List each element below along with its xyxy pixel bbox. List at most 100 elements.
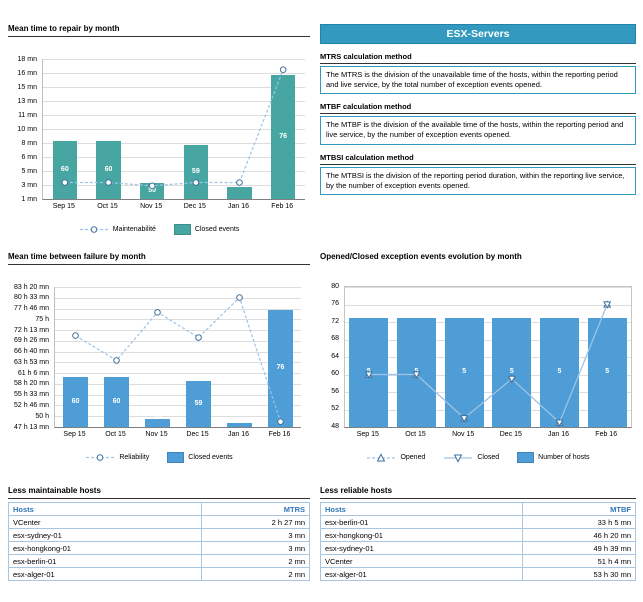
- hosts-mtbf-table: Hosts MTBF esx-berlin-01 33 h 5 mn esx-hon…: [320, 502, 637, 581]
- closed-events-swatch-icon: [167, 452, 185, 463]
- gridline: [345, 304, 631, 306]
- bar: [63, 376, 88, 427]
- bar-value-label: 59: [191, 168, 200, 176]
- y-tick-label: 80: [331, 282, 339, 290]
- legend-label: Closed: [477, 454, 500, 461]
- x-tick-label: Sep 15: [356, 431, 379, 438]
- table-row: esx-berlin-01 2 mn: [8, 554, 311, 568]
- less-maintainable-hosts-table: Less maintainable hosts Hosts MTRS VCent…: [8, 486, 311, 581]
- table-row: esx-hongkong-01 3 mn: [8, 541, 311, 555]
- y-axis: 18 mn 16 mn 15 mn 13 mn 11 mn 10 mn 8 mn 6 mn 5 …: [8, 56, 42, 203]
- y-tick-label: 8 mn: [21, 139, 37, 147]
- gridline: [55, 330, 301, 332]
- bar-value-label: 60: [112, 397, 121, 405]
- gridline: [55, 373, 301, 375]
- table-row: VCenter 2 h 27 mn: [8, 515, 311, 529]
- data-point-marker: [154, 309, 161, 316]
- table-row: esx-berlin-01 33 h 5 mn: [320, 515, 637, 529]
- legend-label: Reliability: [119, 454, 150, 461]
- host-cell: esx-alger-01: [320, 567, 523, 581]
- legend-item-closed: Closed: [443, 453, 499, 463]
- legend-item-number-of-hosts: Number of hosts: [517, 452, 590, 463]
- bar: [227, 422, 252, 427]
- x-axis: Sep 15 Oct 15 Nov 15 Dec 15 Jan 16 Feb 16: [344, 428, 630, 438]
- table-row: VCenter 51 h 4 mn: [320, 554, 637, 568]
- x-tick-label: Jan 16: [548, 431, 570, 438]
- x-axis: Sep 15 Oct 15 Nov 15 Dec 15 Jan 16 Feb 16: [42, 200, 304, 210]
- y-tick-label: 60: [331, 370, 339, 377]
- gridline: [345, 392, 631, 393]
- panel-title: ESX-Servers: [320, 24, 636, 44]
- y-tick-label: 58 h 20 mn: [13, 380, 49, 388]
- y-axis: 83 h 20 mn 80 h 33 mn 77 h 46 mn 75 h 72 h 1…: [8, 284, 54, 431]
- gridline: [43, 185, 305, 186]
- chart-body: 18 mn 16 mn 15 mn 13 mn 11 mn 10 mn 8 mn 6 mn 5 …: [8, 56, 310, 210]
- esx-servers-panel: ESX-Servers MTRS calculation method The …: [320, 24, 636, 195]
- x-tick-label: Feb 16: [268, 431, 291, 438]
- y-tick-label: 1 mn: [21, 195, 37, 203]
- bar: [183, 145, 208, 199]
- bar: [227, 186, 252, 199]
- section-body: The MTBSI is the division of the reporti…: [320, 166, 636, 195]
- y-tick-label: 76: [331, 300, 339, 307]
- table-row: esx-sydney-01 3 mn: [8, 528, 311, 542]
- series-line: [75, 296, 282, 422]
- bar-value-label: 76: [276, 364, 285, 372]
- gridline: [43, 115, 305, 116]
- gridline: [55, 340, 301, 342]
- legend-label: Number of hosts: [538, 454, 590, 461]
- x-tick-label: Oct 15: [105, 431, 126, 438]
- gridline: [345, 357, 631, 358]
- y-tick-label: 72 h 13 mn: [13, 326, 49, 334]
- x-tick-label: Nov 15: [145, 431, 168, 438]
- chart-title: Mean time between failure by month: [8, 252, 310, 265]
- data-point-marker: [61, 179, 69, 186]
- bar: [145, 418, 170, 427]
- data-point-marker: [195, 334, 202, 341]
- mtbf-section: MTBF calculation method The MTBF is the …: [320, 102, 636, 145]
- y-tick-label: 69 h 26 mn: [13, 337, 49, 345]
- section-heading: MTRS calculation method: [320, 52, 636, 64]
- series-line: [368, 304, 608, 424]
- number-of-hosts-swatch-icon: [517, 452, 535, 463]
- table-header-row: Hosts MTBF: [320, 502, 637, 516]
- y-tick-label: 64: [331, 352, 339, 360]
- data-point-marker: [603, 301, 612, 309]
- section-body: The MTBF is the division of the availabl…: [320, 116, 636, 145]
- line-circle-icon: [79, 226, 108, 233]
- less-reliable-hosts-table: Less reliable hosts Hosts MTBF esx-berli…: [320, 486, 637, 581]
- series-line: [368, 304, 608, 424]
- bar-value-label: 60: [71, 397, 80, 405]
- x-tick-label: Oct 15: [97, 203, 118, 210]
- x-tick-label: Jan 16: [228, 203, 250, 210]
- bar-value-label: 76: [279, 133, 288, 141]
- host-cell: esx-hongkong-01: [320, 528, 523, 542]
- chart-legend: Opened Closed Number of hosts: [320, 452, 636, 463]
- line-series-svg: [72, 294, 284, 425]
- y-tick-label: 52 h 46 mn: [13, 401, 49, 409]
- column-header-mtbf: MTBF: [521, 502, 637, 516]
- y-tick-label: 61 h 6 mn: [17, 369, 49, 377]
- value-cell: 2 mn: [200, 554, 311, 568]
- bar-value-label: 49: [235, 416, 244, 424]
- mtrs-section: MTRS calculation method The MTRS is the …: [320, 52, 636, 95]
- legend-label: Closed events: [188, 454, 233, 461]
- chart-title: Mean time to repair by month: [8, 24, 310, 37]
- y-tick-label: 68: [331, 335, 339, 342]
- chart-legend: Maintenabilité Closed events: [8, 224, 310, 235]
- x-tick-label: Jan 16: [227, 431, 250, 438]
- section-heading: MTBF calculation method: [320, 102, 636, 115]
- value-cell: 3 mn: [200, 541, 311, 555]
- gridline: [43, 157, 305, 158]
- y-tick-label: 10 mn: [17, 125, 37, 133]
- x-tick-label: Dec 15: [499, 431, 522, 438]
- mtbsi-section: MTBSI calculation method The MTBSI is th…: [320, 153, 636, 195]
- gridline: [55, 405, 301, 407]
- table-row: esx-sydney-01 49 h 39 mn: [320, 541, 637, 555]
- section-body: The MTRS is the division of the unavaila…: [320, 66, 636, 95]
- bar-value-label: 5: [509, 368, 514, 376]
- column-header-hosts: Hosts: [320, 502, 523, 516]
- host-cell: esx-sydney-01: [320, 541, 523, 555]
